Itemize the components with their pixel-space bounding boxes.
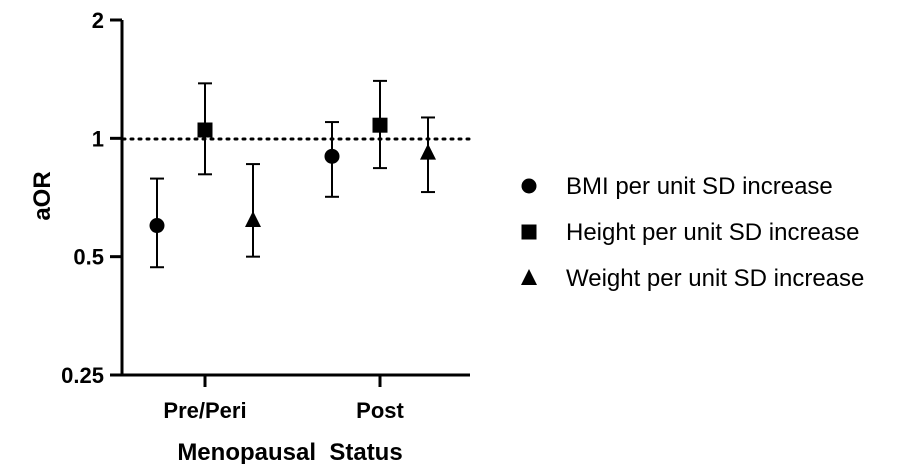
x-ticks: Pre/Peri Post bbox=[163, 375, 405, 423]
circle-marker bbox=[149, 218, 165, 234]
legend-square-icon bbox=[521, 224, 537, 240]
data-point-group bbox=[324, 121, 340, 198]
x-axis-title: Menopausal Status bbox=[177, 439, 402, 464]
y-axis-title: aOR bbox=[29, 171, 56, 220]
triangle-marker bbox=[245, 210, 261, 227]
data-point-group bbox=[245, 163, 261, 258]
square-marker bbox=[197, 122, 213, 138]
y-tick-label: 0.25 bbox=[61, 363, 104, 388]
data-point-group bbox=[197, 82, 213, 176]
data-point-group bbox=[420, 116, 436, 194]
y-tick-label: 2 bbox=[92, 8, 104, 33]
y-ticks: 0.25 0.5 1 2 bbox=[61, 8, 122, 388]
legend-label: BMI per unit SD increase bbox=[566, 173, 833, 200]
legend-label: Height per unit SD increase bbox=[566, 219, 859, 246]
data-point-group bbox=[372, 79, 388, 170]
y-tick-label: 1 bbox=[92, 126, 104, 151]
legend-label: Weight per unit SD increase bbox=[566, 265, 864, 292]
data-points bbox=[149, 79, 436, 269]
legend-circle-icon bbox=[521, 178, 537, 194]
square-marker bbox=[372, 117, 388, 133]
legend: BMI per unit SD increase Height per unit … bbox=[521, 173, 864, 292]
circle-marker bbox=[324, 148, 340, 164]
data-point-group bbox=[149, 177, 165, 269]
y-tick-label: 0.5 bbox=[73, 245, 104, 270]
legend-triangle-icon bbox=[521, 269, 537, 285]
triangle-marker bbox=[420, 143, 436, 160]
x-tick-label: Pre/Peri bbox=[163, 398, 246, 423]
x-tick-label: Post bbox=[356, 398, 404, 423]
